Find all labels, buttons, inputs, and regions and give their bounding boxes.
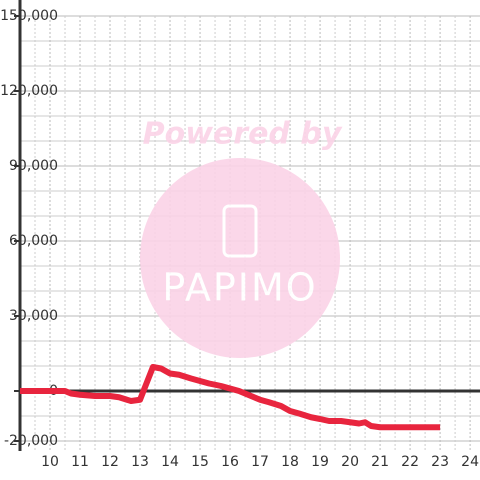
x-tick-label: 11: [71, 454, 89, 470]
x-tick-label: 16: [221, 454, 239, 470]
x-tick-label: 15: [191, 454, 209, 470]
y-tick-label: 120,000: [0, 83, 58, 99]
plot: -20,000030,00060,00090,000120,000150,000…: [0, 0, 480, 470]
data-line: [20, 364, 441, 431]
x-tick-label: 22: [401, 454, 419, 470]
x-tick-label: 19: [311, 454, 329, 470]
x-tick-label: 10: [41, 454, 59, 470]
watermark: Powered by PAPIMO: [140, 117, 343, 358]
x-tick-label: 23: [431, 454, 449, 470]
x-tick-label: 20: [341, 454, 359, 470]
y-tick-label: -20,000: [4, 433, 58, 449]
watermark-text: Powered by: [143, 117, 343, 152]
x-tick-label: 24: [461, 454, 479, 470]
x-tick-label: 18: [281, 454, 299, 470]
x-tick-label: 21: [371, 454, 389, 470]
phone-icon: [222, 204, 258, 258]
x-tick-label: 14: [161, 454, 179, 470]
watermark-brand: PAPIMO: [162, 266, 317, 310]
x-tick-label: 12: [101, 454, 119, 470]
x-tick-label: 13: [131, 454, 149, 470]
x-tick-label: 17: [251, 454, 269, 470]
watermark-circle: [140, 158, 340, 358]
y-tick-label: 150,000: [0, 8, 58, 24]
